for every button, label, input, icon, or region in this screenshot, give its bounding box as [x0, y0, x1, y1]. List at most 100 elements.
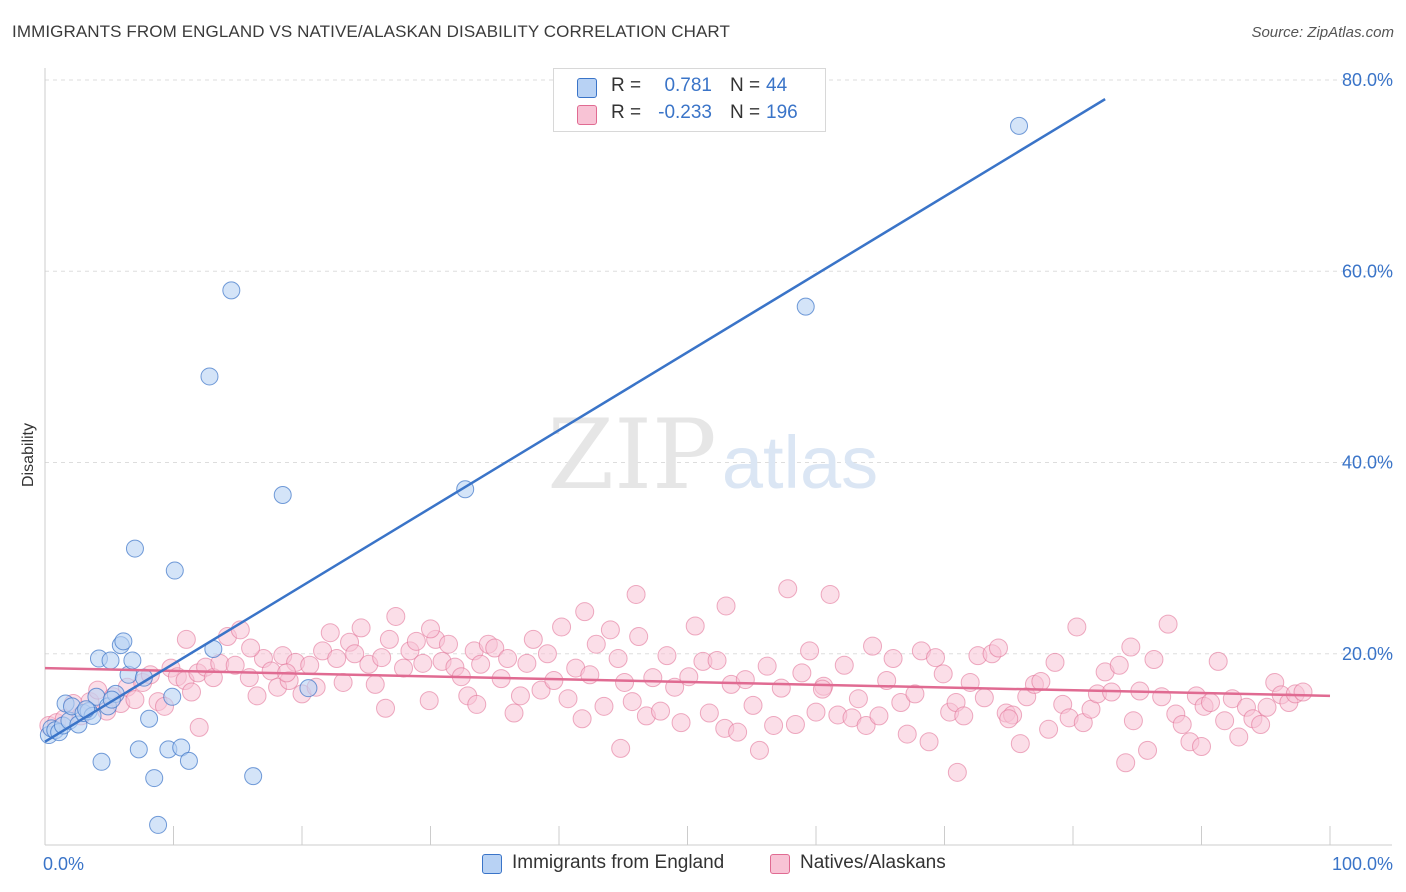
natives-point — [771, 678, 791, 698]
legend-n-value: 196 — [766, 102, 798, 123]
england-point — [244, 767, 263, 786]
series-legend: Immigrants from England Natives/Alaskans — [0, 852, 1406, 878]
natives-point — [572, 709, 592, 729]
natives-point — [897, 724, 917, 744]
natives-point — [792, 663, 812, 683]
natives-point — [735, 670, 755, 690]
natives-point — [749, 740, 769, 760]
natives-point — [471, 654, 491, 674]
natives-point — [537, 644, 557, 664]
legend-n-value: 44 — [766, 75, 788, 96]
natives-point — [531, 680, 551, 700]
natives-point — [498, 649, 518, 669]
natives-point — [376, 698, 396, 718]
england-point — [163, 687, 182, 706]
england-point — [165, 561, 184, 580]
natives-point — [947, 762, 967, 782]
natives-point — [504, 703, 524, 723]
natives-point — [327, 649, 347, 669]
natives-point — [1138, 740, 1158, 760]
natives-point — [300, 655, 320, 675]
y-tick-label: 80.0% — [1342, 70, 1393, 90]
natives-point — [611, 738, 631, 758]
england-point — [179, 751, 198, 770]
natives-point — [485, 638, 505, 658]
england-point — [145, 769, 164, 788]
natives-point — [685, 616, 705, 636]
england-point — [149, 815, 168, 834]
natives-point — [413, 653, 433, 673]
natives-point — [1039, 719, 1059, 739]
natives-point — [225, 655, 245, 675]
england-point — [123, 651, 142, 670]
legend-r-label: R = — [611, 102, 642, 123]
natives-point — [125, 690, 145, 710]
natives-point — [626, 584, 646, 604]
natives-point — [1116, 753, 1136, 773]
england-point — [125, 539, 144, 558]
legend-row-england: R = 0.781 N = 44 — [554, 73, 825, 99]
natives-point — [1123, 711, 1143, 731]
england-point — [172, 738, 191, 757]
natives-point — [1067, 617, 1087, 637]
england-point — [796, 297, 815, 316]
natives-point — [820, 584, 840, 604]
natives-point — [1293, 682, 1313, 702]
natives-point — [552, 617, 572, 637]
natives-point — [351, 618, 371, 638]
natives-point — [657, 646, 677, 666]
england-point — [92, 752, 111, 771]
watermark-zip: ZIP — [547, 399, 716, 511]
natives-point — [785, 715, 805, 735]
natives-point — [419, 691, 439, 711]
y-axis-label: Disability — [20, 423, 37, 487]
england-point — [101, 651, 120, 670]
natives-point — [575, 602, 595, 622]
natives-point — [1045, 652, 1065, 672]
natives-point — [891, 693, 911, 713]
chart-title: IMMIGRANTS FROM ENGLAND VS NATIVE/ALASKA… — [12, 22, 730, 41]
legend-swatch-natives — [577, 105, 597, 125]
england-point — [222, 281, 241, 300]
series-legend-swatch-natives — [770, 854, 790, 874]
natives-point — [1172, 715, 1192, 735]
natives-point — [394, 658, 414, 678]
natives-point — [919, 732, 939, 752]
natives-point — [812, 679, 832, 699]
england-points — [39, 116, 1029, 834]
tick-labels: 80.0% 60.0% 40.0% 20.0% 0.0% 100.0% Disability — [20, 70, 1393, 874]
natives-point — [544, 671, 564, 691]
natives-point — [372, 648, 392, 668]
legend-n-label: N = — [730, 75, 761, 96]
england-point — [273, 486, 292, 505]
england-point — [140, 709, 159, 728]
natives-point — [834, 655, 854, 675]
natives-point — [1208, 651, 1228, 671]
england-point — [77, 700, 96, 719]
natives-point — [869, 706, 889, 726]
natives-point — [716, 596, 736, 616]
y-tick-label: 20.0% — [1342, 644, 1393, 664]
series-legend-england: Immigrants from England — [512, 852, 725, 873]
england-point — [299, 679, 318, 698]
natives-point — [608, 649, 628, 669]
natives-point — [651, 701, 671, 721]
natives-point — [1158, 614, 1178, 634]
natives-point — [386, 606, 406, 626]
natives-point — [1257, 697, 1277, 717]
natives-trend-line — [44, 666, 1331, 698]
natives-point — [856, 715, 876, 735]
natives-point — [365, 674, 385, 694]
natives-point — [615, 672, 635, 692]
natives-point — [926, 648, 946, 668]
natives-point — [743, 695, 763, 715]
natives-point — [757, 656, 777, 676]
legend-swatch-england — [577, 78, 597, 98]
x-tick-label-min: 0.0% — [43, 854, 84, 874]
natives-point — [241, 638, 261, 658]
legend-r-value: 0.781 — [664, 75, 712, 96]
legend-n-label: N = — [730, 102, 761, 123]
england-point — [1010, 116, 1029, 135]
natives-point — [643, 668, 663, 688]
natives-point — [1215, 711, 1235, 731]
